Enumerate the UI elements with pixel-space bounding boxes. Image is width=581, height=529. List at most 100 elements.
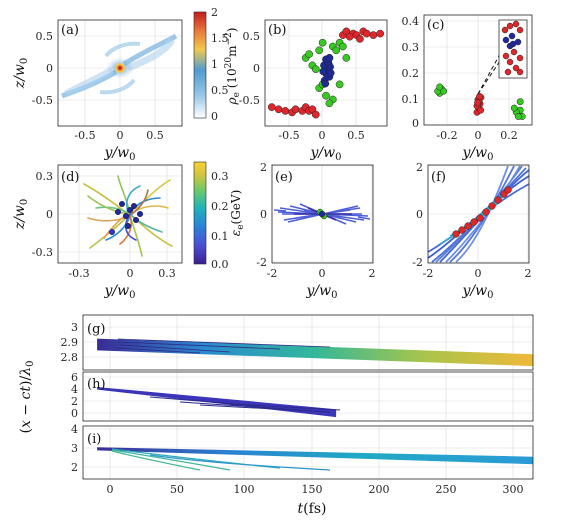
- red-marker: [470, 218, 478, 226]
- red-marker: [311, 110, 320, 119]
- panel-h-ytick: 0: [71, 407, 78, 420]
- colorbar-tick: 2: [211, 6, 218, 19]
- blue-marker: [318, 210, 326, 218]
- colorbar-tick: 1: [211, 58, 218, 71]
- panel-i-band: [97, 447, 533, 465]
- blue-marker: [118, 200, 125, 207]
- panel-b-ytick: 0.5: [243, 30, 261, 43]
- red-marker: [510, 48, 518, 56]
- panel-a-ytick: 0.5: [36, 30, 54, 43]
- panel-e-ytick: -2: [256, 256, 267, 269]
- panel-i-xtick: 0: [107, 483, 114, 496]
- panel-e-frame: [271, 164, 374, 264]
- blue-marker: [130, 202, 137, 209]
- energy-colorbar-ticks: 0.3 0.2 0.1 0.0: [211, 170, 229, 271]
- red-marker: [345, 32, 354, 41]
- green-marker: [332, 46, 341, 55]
- red-marker: [474, 99, 482, 107]
- red-marker: [488, 202, 496, 210]
- panel-b-markers: [267, 27, 385, 119]
- panel-a-xticks: -0.5 0 0.5: [74, 129, 163, 142]
- panel-i-xtick: 200: [369, 483, 390, 496]
- panel-e-label: (e): [275, 170, 293, 185]
- panel-c-xticks: -0.2 0 0.2: [436, 129, 517, 142]
- panel-i: (i) 4 3 2 0 50 100 150 200 250 300 t(fs): [71, 423, 534, 517]
- panel-i-grid: [83, 426, 533, 479]
- panel-c-ytick: 0.4: [402, 15, 420, 28]
- density-colorbar: [193, 11, 207, 119]
- panel-i-ytick: 3: [71, 442, 78, 455]
- panel-d-xtick: 0.3: [158, 267, 176, 280]
- colorbar-tick: 0.1: [211, 230, 229, 243]
- red-marker: [281, 107, 290, 115]
- energy-colorbar: [193, 161, 207, 265]
- blue-marker: [321, 79, 330, 88]
- panel-e-markers: [316, 208, 328, 220]
- panel-i-frame: [82, 425, 534, 480]
- blue-marker: [114, 208, 121, 215]
- green-marker: [342, 54, 351, 62]
- panel-d-xlabel: y/w0: [104, 283, 136, 301]
- red-marker: [476, 92, 484, 100]
- panel-e-ytick: 0: [260, 208, 267, 221]
- panel-h-yticks: 6 4 2 0: [71, 371, 78, 420]
- shared-ylabel: (x − ct)/λ0: [18, 361, 36, 434]
- red-marker: [516, 54, 524, 62]
- panel-f-markers: [452, 186, 512, 238]
- panel-c-inset: [477, 19, 528, 95]
- panel-d-ytick: 0.3: [36, 170, 54, 183]
- panel-b: (b) -0.5 0 0.5 0.5 0 -0.5 y/w0: [239, 19, 388, 163]
- panel-a-ytick: 0: [46, 62, 53, 75]
- panel-d-frame: [57, 164, 183, 264]
- green-marker: [436, 83, 444, 91]
- panel-c-frame: [423, 14, 533, 126]
- red-marker: [477, 106, 485, 114]
- panel-h-streaks: [149, 396, 341, 413]
- red-marker: [502, 52, 510, 60]
- panel-g-ytick: 2.9: [61, 336, 79, 349]
- panel-f-frame: [427, 164, 530, 264]
- blue-marker: [136, 210, 143, 217]
- panel-h-ytick: 4: [71, 383, 78, 396]
- green-marker: [516, 98, 524, 106]
- panel-g-frame: [82, 314, 534, 371]
- panel-f-xlabel: y/w0: [462, 283, 494, 301]
- panel-b-xlabel: y/w0: [310, 145, 342, 163]
- panel-c-markers: [434, 83, 526, 120]
- panel-i-xlabel: t(fs): [298, 501, 327, 517]
- red-marker: [501, 26, 509, 34]
- blue-marker: [122, 212, 129, 219]
- panel-c-label: (c): [427, 18, 444, 33]
- panel-d: (d) -0.3 0 0.3 0.3 0 -0.3 y/w0 z/w0 0.3 …: [12, 161, 246, 301]
- red-marker: [506, 58, 514, 66]
- panel-i-ytick: 4: [71, 423, 78, 436]
- panel-e-yticks: 2 0 -2: [256, 161, 267, 269]
- green-marker: [339, 42, 347, 51]
- panel-g-ytick: 3: [71, 321, 78, 334]
- panel-c-yticks: 0.4 0.3 0.2 0.1 0: [402, 15, 420, 130]
- green-marker: [510, 104, 518, 112]
- green-marker: [305, 50, 313, 58]
- blue-marker: [508, 32, 516, 40]
- panel-g-yticks: 3 2.9 2.8: [61, 321, 79, 364]
- blue-marker: [124, 222, 131, 229]
- panel-f-xtick: 0: [475, 267, 482, 280]
- panel-e: (e) -2 0 2 2 0 -2 y/w0: [256, 161, 375, 301]
- panel-d-xticks: -0.3 0 0.3: [68, 267, 175, 280]
- panel-d-ytick: 0: [46, 208, 53, 221]
- density-colorbar-label: ρe (1020m−2): [224, 28, 242, 106]
- density-spiral: [61, 33, 178, 99]
- panel-i-xtick: 50: [170, 483, 184, 496]
- panel-i-yticks: 4 3 2: [71, 423, 78, 474]
- panel-f-xtick: -2: [423, 267, 434, 280]
- red-marker: [482, 208, 490, 216]
- panel-i-xtick: 300: [503, 483, 524, 496]
- panel-f-ytick: 0: [416, 208, 423, 221]
- panel-d-label: (d): [61, 170, 79, 185]
- panel-c-ytick: 0.1: [402, 93, 420, 106]
- panel-d-xtick: 0: [127, 267, 134, 280]
- panel-i-ytick: 2: [71, 461, 78, 474]
- panel-i-streaks: [111, 448, 331, 471]
- red-marker: [512, 20, 520, 28]
